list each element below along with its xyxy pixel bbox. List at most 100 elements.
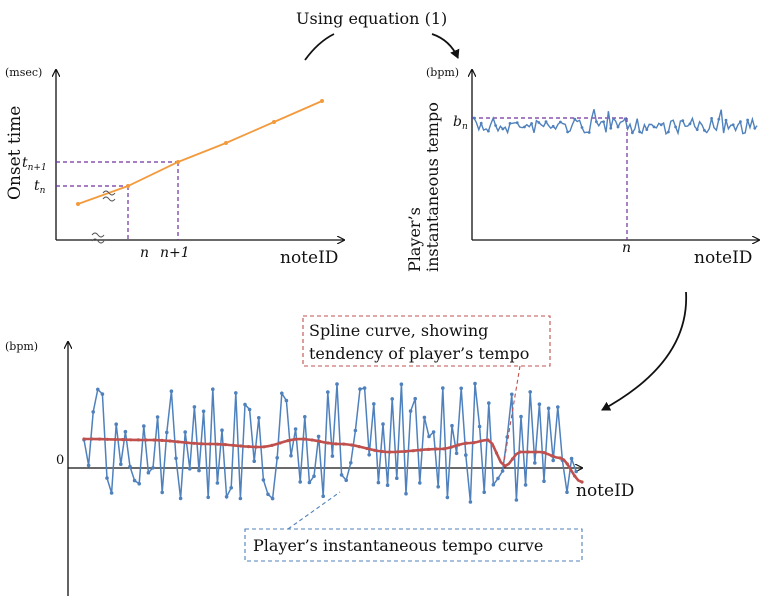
tempo-small-point <box>674 125 677 129</box>
tempo-small-point <box>703 129 706 132</box>
tempo-unit: (bpm) <box>426 66 459 79</box>
instantaneous-tempo-point <box>344 478 349 483</box>
onset-ylabel: Onset time <box>5 106 25 200</box>
instantaneous-tempo-point <box>330 454 335 458</box>
instantaneous-tempo-point <box>362 386 367 390</box>
tempo-small-point <box>494 124 497 127</box>
instantaneous-tempo-point <box>510 392 514 397</box>
tempo-small-point <box>731 123 735 127</box>
spline-point <box>152 438 156 442</box>
instantaneous-tempo-point <box>247 407 252 412</box>
instantaneous-tempo-point <box>537 402 542 407</box>
spline-point <box>168 439 172 443</box>
spline-points <box>82 437 584 484</box>
instantaneous-tempo-point <box>169 389 174 394</box>
instantaneous-tempo-point <box>312 474 316 479</box>
instantaneous-tempo-point <box>243 402 247 407</box>
inst-leader <box>287 491 341 530</box>
spline-point <box>426 447 431 451</box>
instantaneous-tempo-point <box>445 495 450 500</box>
onset-panel: (msec) Onset time tn+1 tn n n+1 <box>5 66 344 268</box>
spline-point <box>200 442 204 446</box>
instantaneous-tempo-point <box>234 391 238 395</box>
tick-bn: bn <box>453 114 468 132</box>
spline-point <box>550 454 554 458</box>
instantaneous-tempo-point <box>450 423 454 428</box>
instantaneous-tempo-point <box>482 490 487 495</box>
tempo-small-point <box>551 124 555 128</box>
tempo-small-point <box>508 122 512 125</box>
tempo-x-n: n <box>622 240 631 256</box>
spline-point <box>82 437 86 441</box>
spline-point <box>270 443 274 447</box>
onset-guides <box>56 161 179 240</box>
spline-callout-line1: Spline curve, showing <box>309 321 488 340</box>
instantaneous-tempo-point <box>298 480 303 484</box>
spline-point <box>216 442 220 446</box>
tempo-small-point <box>667 130 670 134</box>
instantaneous-tempo-point <box>109 491 114 495</box>
spline-point <box>510 457 515 461</box>
spline-point <box>318 439 322 444</box>
instantaneous-tempo-point <box>257 416 261 420</box>
instantaneous-tempo-point <box>413 396 418 401</box>
instantaneous-tempo-point <box>358 387 362 391</box>
spline-point <box>357 445 361 449</box>
curved-arrow-start <box>304 33 335 61</box>
instantaneous-tempo-point <box>574 469 578 474</box>
tempo-small-point <box>537 121 541 124</box>
instantaneous-tempo-points <box>82 381 578 504</box>
instantaneous-tempo-point <box>339 473 344 477</box>
instantaneous-tempo-point <box>390 397 395 401</box>
instantaneous-tempo-point <box>459 386 464 391</box>
instantaneous-tempo-point <box>418 481 422 485</box>
spline-point <box>365 446 369 451</box>
spline-point <box>231 443 235 447</box>
tempo-small-point <box>645 128 649 132</box>
instantaneous-tempo-point <box>289 453 293 458</box>
instantaneous-tempo-point <box>96 387 100 392</box>
instantaneous-tempo-point <box>556 405 560 409</box>
instantaneous-tempo-point <box>114 422 118 427</box>
instantaneous-tempo-point <box>487 401 491 405</box>
tempo-small-point <box>530 122 533 125</box>
spline-point <box>503 464 507 468</box>
instantaneous-tempo-point <box>376 480 381 485</box>
tempo-small-point <box>623 117 627 121</box>
instantaneous-tempo-point <box>303 415 307 419</box>
inst-callout-label: Player’s instantaneous tempo curve <box>253 536 543 555</box>
spline-point <box>326 441 330 445</box>
instantaneous-tempo-point <box>321 494 326 499</box>
instantaneous-tempo-point <box>91 410 95 414</box>
tempo-small-point <box>638 130 641 134</box>
spline-point <box>442 447 446 451</box>
instantaneous-tempo-point <box>119 462 123 467</box>
instantaneous-tempo-point <box>385 483 390 488</box>
instantaneous-tempo-point <box>395 476 399 481</box>
instantaneous-tempo-point <box>275 456 280 460</box>
tempo-small-point <box>523 125 526 129</box>
tempo-small-point <box>710 117 713 120</box>
bottom-xlabel: noteID <box>576 481 634 501</box>
spline-point <box>286 439 290 443</box>
tempo-small-point <box>479 121 483 125</box>
spline-point <box>160 438 164 442</box>
instantaneous-tempo-point <box>436 485 441 489</box>
bottom-zero-label: 0 <box>56 453 64 468</box>
instantaneous-tempo-point <box>546 406 551 411</box>
instantaneous-tempo-point <box>165 430 169 435</box>
spline-point <box>254 445 258 449</box>
spline-point <box>342 442 346 446</box>
instantaneous-tempo-point <box>270 496 275 501</box>
spline-point <box>411 449 415 453</box>
tempo-small-point <box>746 118 749 122</box>
instantaneous-tempo-point <box>353 428 358 433</box>
tempo-small-point <box>515 121 519 125</box>
tempo-small-point <box>753 126 757 130</box>
spline-point <box>176 440 180 444</box>
instantaneous-tempo-point <box>266 492 270 497</box>
spline-point <box>434 447 438 451</box>
onset-points <box>76 99 324 206</box>
instantaneous-tempo-point <box>178 496 183 501</box>
spline-point <box>526 450 530 454</box>
